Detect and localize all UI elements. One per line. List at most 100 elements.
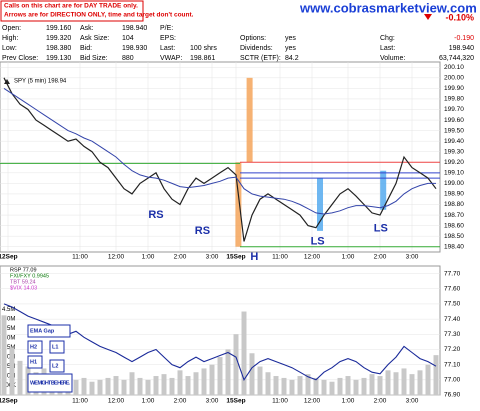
volume-tick-label: 500K [2,383,16,389]
x-tick-label: 1:00 [142,254,155,261]
volume-tick-label: 4.0M [2,317,15,323]
volume-tick-label: 1.0M [2,374,15,380]
y-tick-label: 198.40 [444,243,464,250]
quote-cell: Low: [2,45,17,52]
quote-cell: Dividends: [240,45,273,52]
quote-cell: yes [285,35,296,42]
x-tick-label: 15Sep [226,398,245,405]
volume-bar [97,379,103,395]
site-url: www.cobrasmarketview.com [299,0,477,15]
x-tick-label: 11:00 [72,398,88,405]
volume-bar [425,364,431,395]
quote-cell: SCTR (ETF): [240,55,281,62]
panel [0,61,441,253]
x-tick-label: 11:00 [272,398,288,405]
quote-cell: Volume: [380,55,405,62]
quote-cell: 198.380 [46,45,71,52]
volume-bar [345,376,351,395]
y-tick-label: 77.60 [444,285,461,292]
y-tick-label: 198.60 [444,222,464,229]
annotation: H [250,251,258,263]
volume-bar [105,377,111,395]
volume-bar [417,370,423,395]
quote-cell: 199.320 [46,35,71,42]
quote-cell: 198.940 [122,25,147,32]
y-tick-label: 199.60 [444,117,464,124]
quote-cell: Bid Size: [80,55,108,62]
y-tick-label: 198.50 [444,233,464,240]
note-box [27,324,71,338]
volume-bar [393,372,399,395]
x-tick-label: 2:00 [174,398,187,405]
volume-bar [273,376,279,395]
quote-cell: Last: [380,45,395,52]
y-tick-label: 77.40 [444,316,461,323]
note-box [27,340,43,354]
volume-bar [153,376,159,395]
quote-cell: 199.130 [46,55,71,62]
volume-tick-label: 4.5M [2,307,15,313]
volume-bar [225,349,231,395]
quote-cell: Options: [240,35,266,42]
x-tick-label: 3:00 [206,254,219,261]
volume-bar [249,353,255,395]
volume-bar [241,311,247,395]
y-tick-label: 77.70 [444,270,461,277]
annotation: RS [148,209,163,221]
volume-bar [113,376,119,395]
volume-bar [17,360,23,395]
volume-bar [313,377,319,395]
note-text: H1 [30,359,37,365]
y-tick-label: 77.50 [444,301,461,308]
quote-cell: 100 shrs [190,45,217,52]
volume-bar [217,357,223,395]
quote-cell: Prev Close: [2,55,38,62]
note-box [49,359,65,373]
volume-bar [361,377,367,395]
series-line [3,87,436,215]
volume-bar [321,379,327,395]
y-tick-label: 199.50 [444,127,464,134]
legend-icon [4,79,10,84]
volume-bar [145,379,151,395]
y-tick-label: 77.20 [444,346,461,353]
x-tick-label: 12:00 [304,398,321,405]
quote-cell: 198.861 [190,55,215,62]
volume-bar [9,347,15,395]
y-tick-label: 199.30 [444,148,464,155]
y-tick-label: 77.10 [444,361,461,368]
volume-bar [297,376,303,395]
x-tick-label: 1:00 [342,254,355,261]
highlight-bar [317,178,323,231]
quote-cell: -0.190 [454,35,474,42]
x-tick-label: 11:00 [272,254,288,261]
volume-bar [377,376,383,395]
x-tick-label: 2:00 [174,254,187,261]
highlight-bar [380,170,387,210]
lower-legend: RSP 77.09 [10,267,37,273]
volume-bar [289,379,295,395]
lower-legend: TBT 59.24 [10,279,36,285]
volume-bar [369,374,375,395]
quote-cell: VWAP: [160,55,182,62]
volume-tick-label: 2.5M [2,345,15,351]
x-tick-label: 3:00 [206,398,219,405]
volume-bar [265,372,271,395]
highlight-bar [235,162,242,247]
y-tick-label: 76.90 [444,392,461,399]
volume-bar [193,372,199,395]
volume-bar [209,364,215,395]
lower-legend: $VIX 14.03 [10,285,37,291]
quote-cell: 84.2 [285,55,299,62]
quote-cell: Ask Size: [80,35,109,42]
volume-tick-label: 2.0M [2,355,15,361]
y-tick-label: 199.20 [444,159,464,166]
y-tick-label: 199.40 [444,138,464,145]
note-text: WE MIGHT BE HERE. [30,380,70,386]
note-box [27,355,43,369]
note-text: L2 [52,363,58,369]
x-tick-label: 2:00 [374,398,387,405]
volume-bar [233,334,239,395]
volume-bar [185,376,191,395]
